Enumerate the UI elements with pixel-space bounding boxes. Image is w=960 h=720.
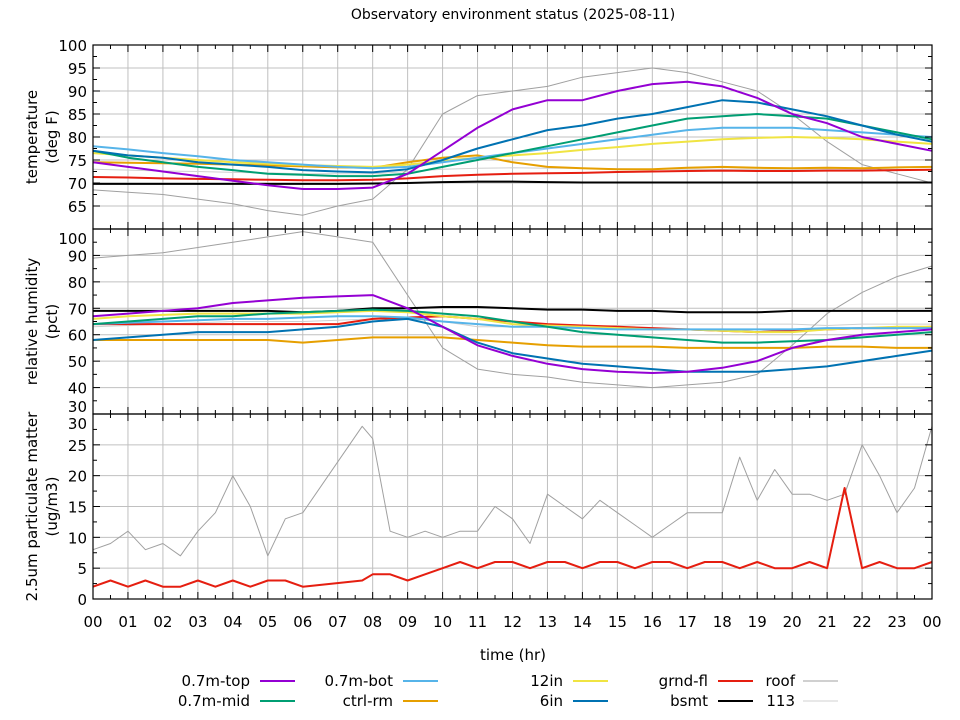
x-axis-label: time (hr) [480,646,546,664]
legend-label: 6in [540,692,563,710]
y-tick-label: 75 [68,152,87,170]
x-tick-label: 10 [433,613,452,631]
legend-label: 0.7m-mid [178,692,250,710]
series-grnd-fl [92,487,933,588]
x-tick-label: 05 [258,613,277,631]
x-tick-label: 17 [678,613,697,631]
series-bsmt [93,180,932,185]
series-roof [92,425,933,557]
y-tick-label: 25 [68,437,87,455]
x-tick-label: 01 [118,613,137,631]
y-tick-label: 100 [58,230,87,248]
x-tick-label: 13 [538,613,557,631]
series-bsmt [93,306,932,314]
x-tick-label: 14 [573,613,592,631]
y-tick-label: 65 [68,198,87,216]
x-tick-label: 00 [83,613,102,631]
series-12in [92,136,933,168]
y-tick-label: 15 [68,499,87,517]
y-tick-label: 5 [77,560,87,578]
x-tick-label: 22 [853,613,872,631]
y-axis-label: (ug/m3) [43,477,61,537]
series-6in [92,99,933,174]
y-tick-label: 80 [68,129,87,147]
x-tick-label: 06 [293,613,312,631]
y-tick-label: 40 [68,380,87,398]
y-tick-label: 85 [68,106,87,124]
x-tick-label: 00 [922,613,941,631]
legend-label: grnd-fl [659,672,708,690]
y-tick-label: 90 [68,247,87,265]
x-tick-label: 18 [713,613,732,631]
x-tick-label: 12 [503,613,522,631]
y-tick-label: 30 [68,415,87,433]
series-0.7m-mid [92,308,933,344]
legend-label: bsmt [670,692,708,710]
legend-label: 0.7m-bot [325,672,394,690]
x-tick-label: 02 [153,613,172,631]
y-tick-label: 95 [68,60,87,78]
y-axis-label: temperature [23,90,41,184]
series-0.7m-top [92,294,933,374]
y-tick-label: 90 [68,83,87,101]
x-tick-label: 03 [188,613,207,631]
series-6in [92,317,933,373]
y-tick-label: 100 [58,37,87,55]
y-tick-label: 70 [68,300,87,318]
x-tick-label: 08 [363,613,382,631]
series-grnd-fl [92,168,933,182]
panel-0: 65 70 75 80 85 90 95 100 temperature (deg F) [23,37,933,230]
x-tick-label: 04 [223,613,242,631]
y-tick-label: 70 [68,175,87,193]
x-tick-label: 19 [748,613,767,631]
series-0.7m-top [92,80,933,190]
y-axis-label: 2.5um particulate matter [23,411,41,601]
series-roof [92,231,933,389]
x-tick-label: 11 [468,613,487,631]
series-0.7m-bot [92,315,932,331]
legend-label: ctrl-rm [343,692,393,710]
x-tick-label: 15 [608,613,627,631]
series-12in [92,309,932,334]
legend-label: 113 [766,692,795,710]
y-tick-label: 20 [68,468,87,486]
y-tick-label: 0 [77,591,87,609]
y-tick-label: 50 [68,353,87,371]
legend-label: 12in [530,672,563,690]
y-axis-label: (deg F) [43,110,61,163]
legend-label: roof [766,672,796,690]
x-tick-label: 21 [818,613,837,631]
y-tick-label: 80 [68,274,87,292]
y-tick-label: 30 [68,398,87,416]
x-tick-label: 09 [398,613,417,631]
y-tick-label: 10 [68,529,87,547]
chart-title: Observatory environment status (2025-08-… [351,7,675,23]
x-tick-label: 23 [887,613,906,631]
x-tick-label: 16 [643,613,662,631]
y-axis-label: relative humidity [23,258,41,386]
x-tick-label: 20 [783,613,802,631]
y-tick-label: 60 [68,327,87,345]
series-0.7m-mid [92,113,933,178]
legend: 0.7m-top 0.7m-mid 0.7m-bot ctrl-rm 12in 6in gr… [178,672,838,710]
y-axis-label: (pct) [43,304,61,339]
x-tick-label: 07 [328,613,347,631]
legend-label: 0.7m-top [182,672,250,690]
